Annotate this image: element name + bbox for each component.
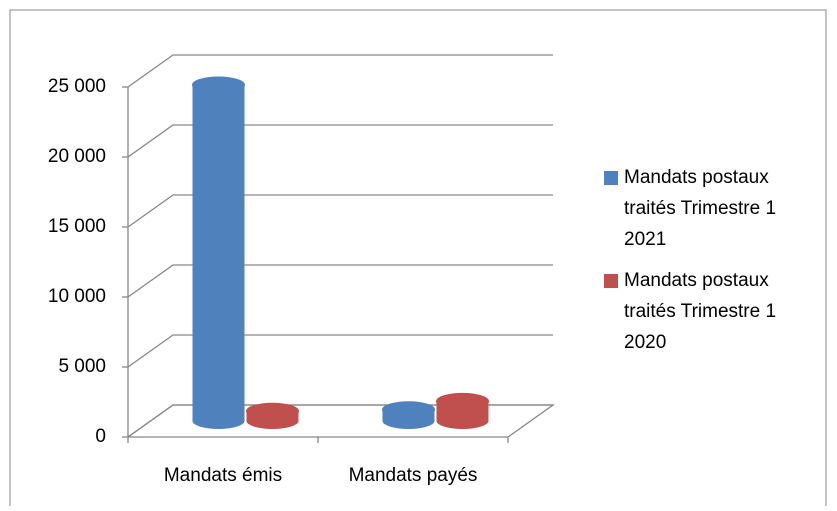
y-tick-label: 15 000	[48, 216, 106, 237]
legend-label: Mandats postaux traités Trimestre 1 2020	[624, 270, 777, 353]
bar	[246, 411, 299, 429]
grid-line	[127, 404, 553, 438]
grid-line	[127, 54, 553, 88]
bar	[436, 401, 489, 429]
bar-top	[246, 402, 299, 420]
y-tick-label: 10 000	[48, 286, 106, 307]
grid-line	[127, 124, 553, 158]
y-tick-label: 5 000	[58, 356, 106, 377]
legend-label: Mandats postaux traités Trimestre 1 2021	[624, 167, 777, 250]
y-tick-label: 20 000	[48, 146, 106, 167]
y-tick-label: 25 000	[48, 76, 106, 97]
x-tick-label: Mandats payés	[349, 465, 478, 486]
bar-top	[192, 76, 245, 94]
grid-line	[127, 264, 553, 298]
legend-item: Mandats postaux traités Trimestre 1 2021	[604, 162, 819, 255]
bar-top	[382, 401, 435, 419]
frame	[9, 9, 827, 511]
legend-swatch	[604, 274, 618, 288]
grid-line	[127, 194, 553, 228]
x-tick-label: Mandats émis	[164, 465, 282, 486]
grid-line	[127, 334, 553, 368]
bar	[382, 409, 435, 429]
bar-top	[436, 392, 489, 410]
legend: Mandats postaux traités Trimestre 1 2021…	[604, 162, 819, 368]
legend-swatch	[604, 171, 618, 185]
y-tick-label: 0	[95, 426, 106, 447]
floor	[127, 404, 556, 438]
bar	[192, 85, 245, 429]
legend-item: Mandats postaux traités Trimestre 1 2020	[604, 265, 819, 358]
